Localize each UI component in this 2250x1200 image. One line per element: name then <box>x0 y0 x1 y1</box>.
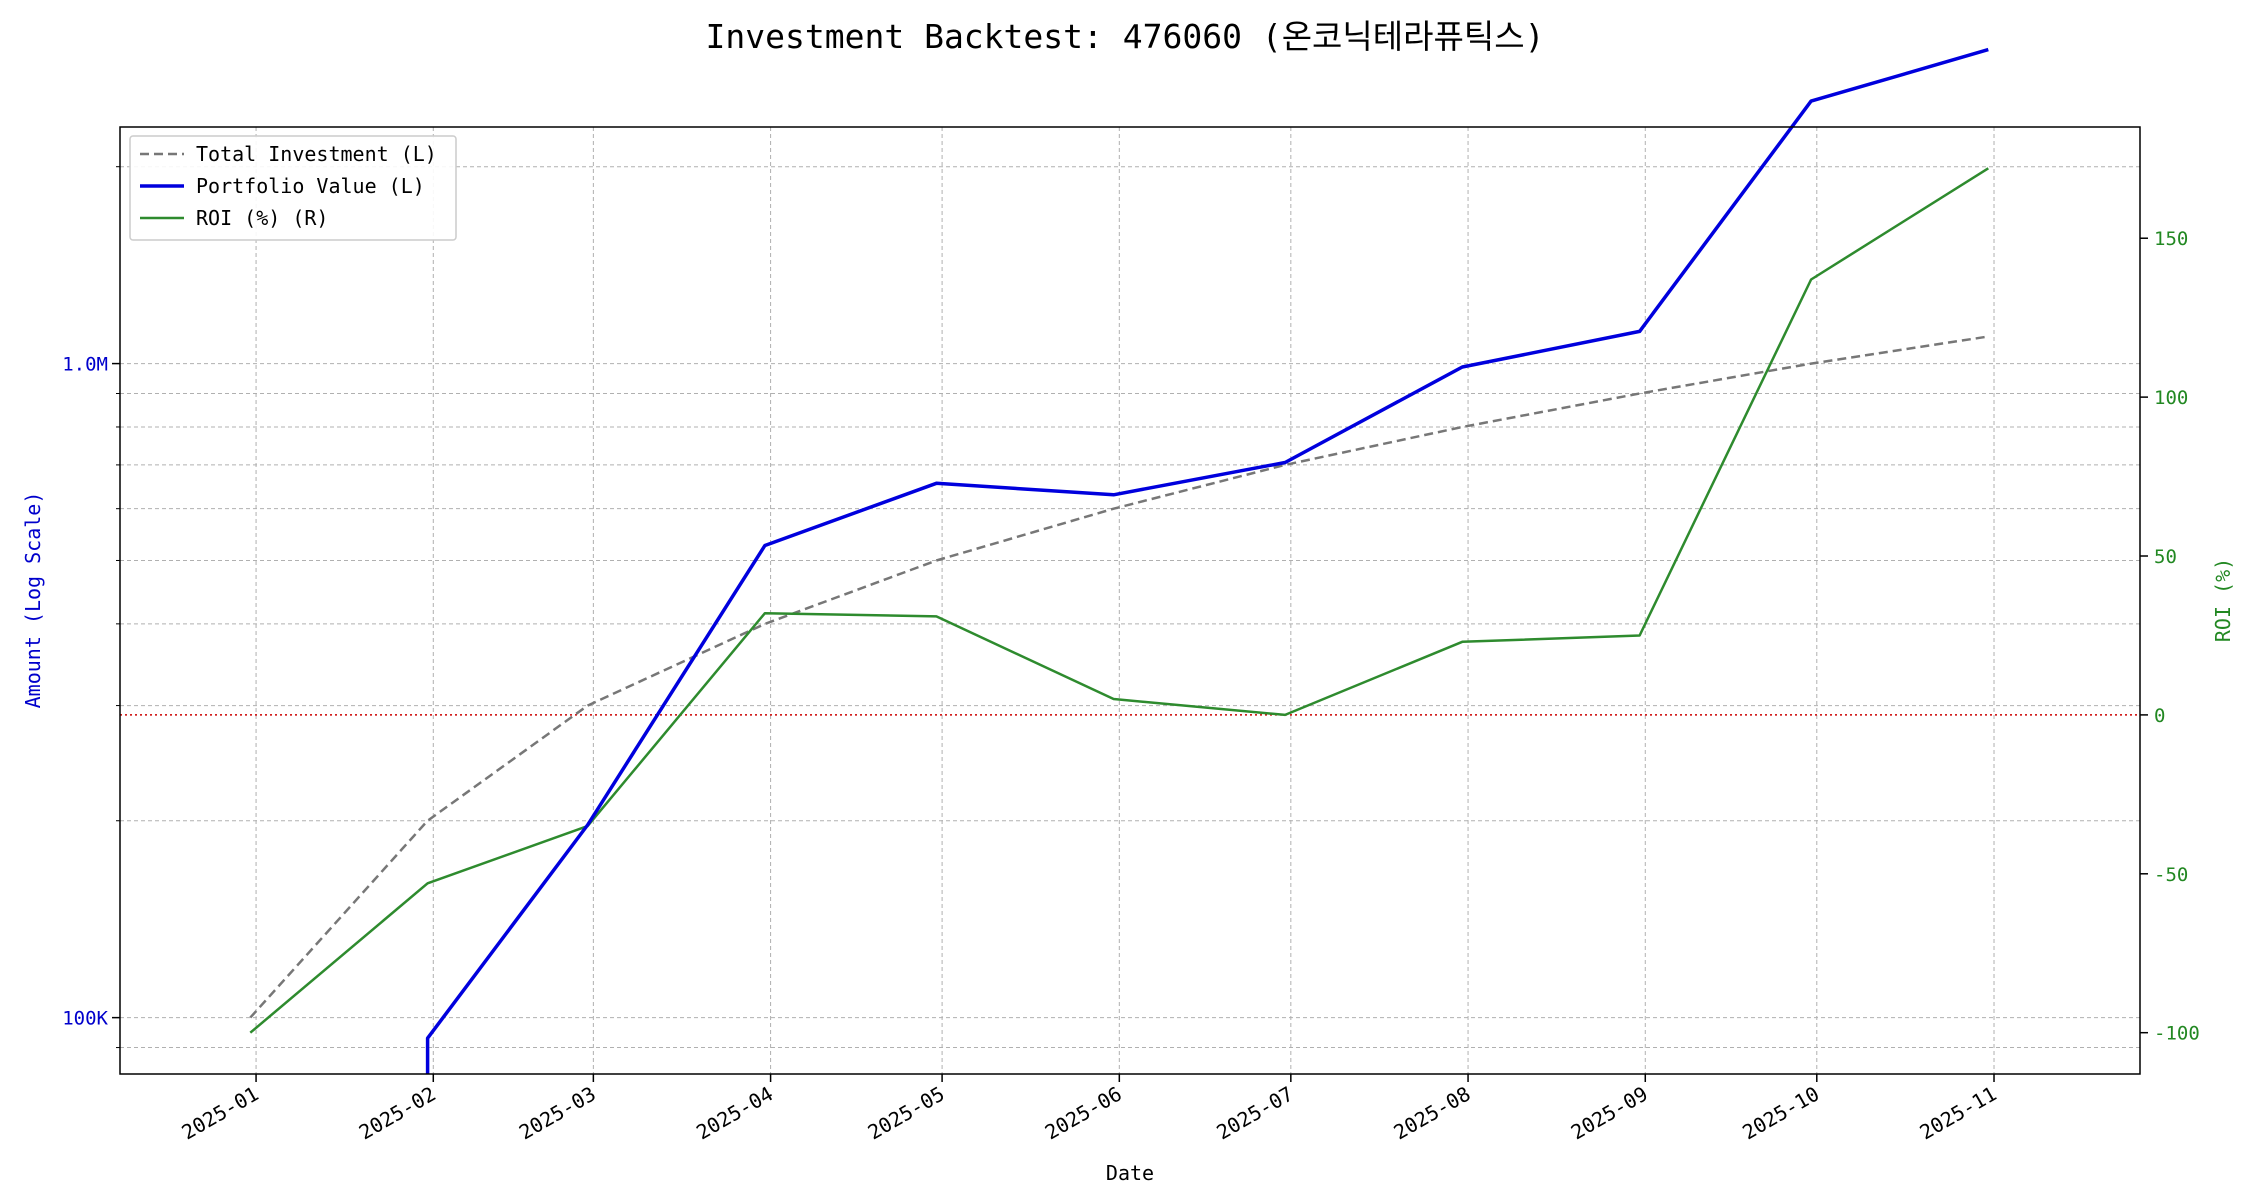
chart-title: Investment Backtest: 476060 (온코닉테라퓨틱스) <box>706 17 1545 56</box>
left-tick-label: 100K <box>62 1008 108 1030</box>
left-axis-label: Amount (Log Scale) <box>21 492 45 709</box>
legend-box <box>129 135 457 241</box>
x-tick-label: 2025-07 <box>1212 1082 1297 1145</box>
x-tick-label: 2025-04 <box>692 1082 777 1145</box>
plot-frame <box>119 126 2141 1075</box>
legend-label: ROI (%) (R) <box>196 206 328 230</box>
legend-label: Total Investment (L) <box>196 142 437 166</box>
x-axis-label: Date <box>1106 1161 1154 1185</box>
left-axis-ticks: 100K 1.0M <box>62 166 120 1049</box>
right-tick-label: 100 <box>2154 387 2188 409</box>
x-tick-label: 2025-10 <box>1738 1082 1823 1145</box>
x-tick-label: 2025-06 <box>1041 1082 1126 1145</box>
x-tick-label: 2025-05 <box>864 1082 949 1145</box>
right-tick-label: 50 <box>2154 546 2177 568</box>
x-tick-label: 2025-03 <box>515 1082 600 1145</box>
x-tick-label: 2025-01 <box>178 1082 263 1145</box>
series-line-roi <box>249 167 1989 1034</box>
x-tick-label: 2025-11 <box>1916 1082 2001 1145</box>
right-tick-label: -100 <box>2154 1023 2200 1045</box>
x-axis-ticks: 2025-01 2025-02 2025-03 2025-04 2025-05 2025-… <box>178 1074 2001 1144</box>
x-tick-label: 2025-02 <box>355 1082 440 1145</box>
right-tick-label: 150 <box>2154 228 2188 250</box>
series-lines <box>249 47 1989 1074</box>
x-tick-label: 2025-08 <box>1390 1082 1475 1145</box>
series-line-portfolio-value <box>425 47 1989 1074</box>
left-tick-label: 1.0M <box>62 354 108 376</box>
grid-lines <box>120 127 2140 1074</box>
series-line-total-investment <box>249 335 1989 1019</box>
right-axis-ticks: -100 -50 0 50 100 150 <box>2140 228 2200 1045</box>
legend: Total Investment (L) Portfolio Value (L) R… <box>129 135 457 241</box>
legend-label: Portfolio Value (L) <box>196 174 425 198</box>
x-tick-label: 2025-09 <box>1567 1082 1652 1145</box>
right-tick-label: -50 <box>2154 864 2188 886</box>
right-axis-label: ROI (%) <box>2211 558 2235 642</box>
right-tick-label: 0 <box>2154 705 2165 727</box>
